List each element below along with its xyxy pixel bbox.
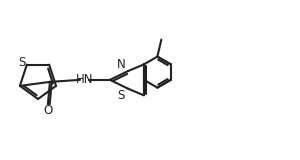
- Text: S: S: [117, 89, 124, 102]
- Text: HN: HN: [76, 73, 93, 86]
- Text: S: S: [18, 56, 26, 69]
- Text: O: O: [43, 104, 52, 117]
- Text: N: N: [117, 58, 126, 71]
